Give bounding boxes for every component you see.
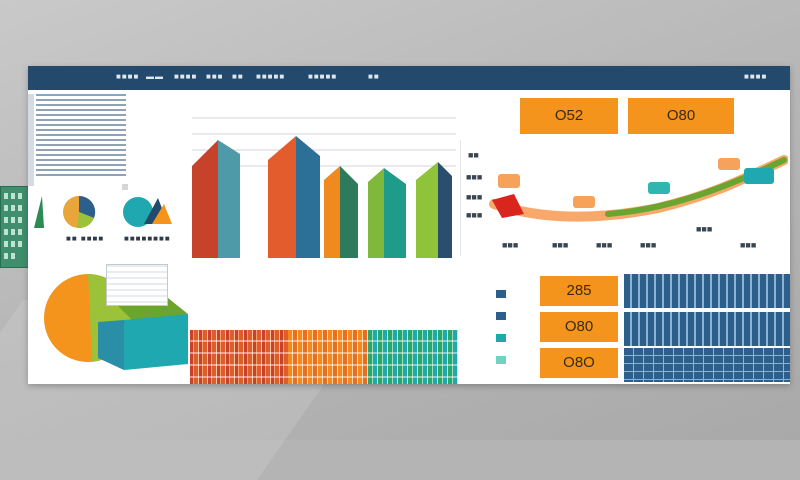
menu-item[interactable]: ■■■■■: [256, 72, 286, 81]
sidebar-strip: [28, 94, 34, 186]
y-axis-label: ■■■: [466, 192, 483, 202]
pie-illustration: [44, 274, 188, 370]
grid-panel: [624, 348, 790, 382]
kpi-card[interactable]: O52: [520, 98, 618, 134]
bar[interactable]: [368, 168, 384, 258]
gauge-icon[interactable]: [123, 197, 153, 227]
legend-swatch: [496, 356, 506, 364]
marker[interactable]: [498, 174, 520, 188]
x-axis-label: ■■■: [596, 240, 613, 250]
bar[interactable]: [192, 140, 218, 258]
menu-item[interactable]: ■■: [368, 72, 380, 81]
metric-card[interactable]: 285: [540, 276, 618, 306]
metric-card[interactable]: O8O: [540, 348, 618, 378]
bar-panel: [624, 312, 790, 346]
triangle-icon[interactable]: [34, 196, 44, 228]
menu-item[interactable]: ■■: [232, 72, 244, 81]
y-axis-label: ■■■: [466, 210, 483, 220]
y-axis-label: ■■■: [466, 172, 483, 182]
bar[interactable]: [416, 162, 438, 258]
x-axis-label: ■■■: [640, 240, 657, 250]
marker[interactable]: [718, 158, 740, 170]
bar-panel: [624, 274, 790, 308]
heatmap-grid: [190, 330, 458, 384]
kpi-card[interactable]: O80: [628, 98, 734, 134]
legend-swatch: [496, 312, 506, 320]
doc-icon: [106, 264, 168, 306]
x-axis-label: ■■■: [696, 224, 713, 234]
menu-item[interactable]: ■■■: [206, 72, 224, 81]
menu-item[interactable]: ■■■■■: [308, 72, 338, 81]
y-axis-label: ■■: [468, 150, 479, 160]
bar[interactable]: [324, 166, 340, 258]
marker[interactable]: [573, 196, 595, 208]
x-axis-label: ■■■: [552, 240, 569, 250]
x-axis-label: ■■■: [502, 240, 519, 250]
metric-card[interactable]: O80: [540, 312, 618, 342]
sidebar-list: [36, 94, 126, 176]
menu-item[interactable]: ▬▬: [146, 72, 164, 81]
dashboard-window: ■■■■ ▬▬ ■■■■ ■■■ ■■ ■■■■■ ■■■■■ ■■ ■■■■ …: [28, 66, 790, 384]
marker[interactable]: [492, 194, 524, 218]
window-controls[interactable]: ■■■■: [744, 72, 768, 81]
x-axis-label: ■■■: [740, 240, 757, 250]
trend-line: [489, 155, 788, 222]
menu-item[interactable]: ■■■■: [174, 72, 198, 81]
marker[interactable]: [648, 182, 670, 194]
menu-item[interactable]: ■■■■: [116, 72, 140, 81]
legend-swatch: [496, 290, 506, 298]
bar[interactable]: [268, 136, 296, 258]
icon-row: [34, 184, 172, 229]
icon-caption: ■■ ■■■■: [66, 234, 105, 243]
title-bar: ■■■■ ▬▬ ■■■■ ■■■ ■■ ■■■■■ ■■■■■ ■■ ■■■■: [28, 66, 790, 90]
legend-swatch: [496, 334, 506, 342]
heatmap-band: [288, 330, 368, 384]
icon-caption: ■■■■■■■■: [124, 234, 171, 243]
heatmap-band: [190, 330, 288, 384]
side-panel-tab[interactable]: [0, 186, 30, 268]
heatmap-band: [368, 330, 458, 384]
bar-chart: [192, 117, 456, 258]
marker[interactable]: [744, 168, 774, 184]
